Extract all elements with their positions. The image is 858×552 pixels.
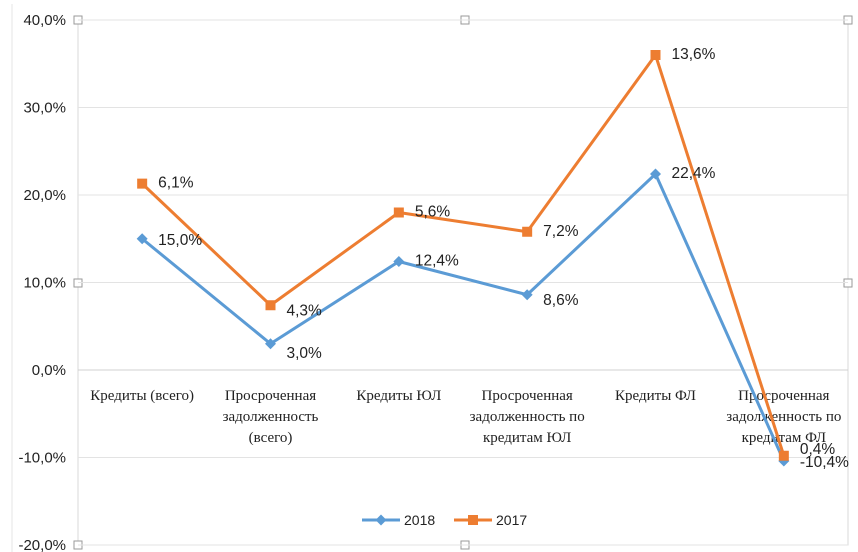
series-line-2018 xyxy=(141,172,786,462)
data-label-2018: 12,4% xyxy=(415,253,459,270)
marker-2017 xyxy=(522,226,533,237)
y-tick-label: 10,0% xyxy=(23,275,66,292)
series-line-2017 xyxy=(141,53,786,457)
y-tick-label: 30,0% xyxy=(23,100,66,117)
data-label-2018: 22,4% xyxy=(672,165,716,182)
data-label-2018: -10,4% xyxy=(800,454,849,471)
x-category-label-line: Кредиты ФЛ xyxy=(615,388,696,404)
legend: 2018 2017 xyxy=(362,512,527,528)
data-labels: 15,0% 3,0% 12,4% 8,6% 22,4% -10,4% 6,1% 4,3% 5,6… xyxy=(158,46,849,471)
marker-2018 xyxy=(650,168,661,180)
y-tick-label: -10,0% xyxy=(18,450,66,467)
x-category-label-line: задолженность по xyxy=(470,409,585,425)
marker-2018 xyxy=(521,289,533,301)
marker-2017 xyxy=(650,50,661,60)
data-label-2017: 0,4% xyxy=(800,441,836,458)
series-lines xyxy=(141,53,786,462)
data-label-2017: 7,2% xyxy=(543,223,579,240)
marker-2017 xyxy=(137,178,148,189)
y-tick-label: -20,0% xyxy=(18,537,66,552)
data-label-2017: 13,6% xyxy=(672,46,716,63)
x-category-label-line: задолженность по xyxy=(726,409,841,425)
marker-2017 xyxy=(778,450,789,461)
data-label-2017: 6,1% xyxy=(158,175,194,192)
marker-2018 xyxy=(265,338,276,350)
legend-marker-2018 xyxy=(375,514,387,526)
data-label-2017: 5,6% xyxy=(415,204,451,221)
x-category-label: Кредиты (всего) xyxy=(90,388,194,404)
y-tick-label: 0,0% xyxy=(32,362,66,379)
x-axis-category-labels: Кредиты (всего) Просроченная задолженность… xyxy=(90,388,841,446)
x-category-label-line: кредитам ФЛ xyxy=(742,430,826,446)
series-markers xyxy=(136,50,790,467)
data-label-2017: 4,3% xyxy=(287,302,323,319)
data-label-2018: 3,0% xyxy=(287,345,323,362)
y-tick-label: 20,0% xyxy=(23,187,66,204)
x-category-label: Кредиты ФЛ xyxy=(615,388,696,404)
x-category-label-line: Кредиты (всего) xyxy=(90,388,194,404)
data-label-2018: 15,0% xyxy=(158,232,202,249)
x-category-label: Кредиты ЮЛ xyxy=(356,388,441,404)
x-category-label-line: (всего) xyxy=(249,430,293,446)
marker-2018 xyxy=(393,256,405,267)
x-category-label-line: Кредиты ЮЛ xyxy=(356,388,441,404)
x-category-label: Просроченная задолженность по кредитам ЮЛ xyxy=(470,388,585,446)
y-axis-tick-labels: 40,0% 30,0% 20,0% 10,0% 0,0% -10,0% -20,0% xyxy=(18,12,66,552)
marker-2017 xyxy=(265,300,276,311)
legend-label-2018: 2018 xyxy=(404,512,435,528)
x-category-label-line: Просроченная xyxy=(482,388,573,404)
x-category-label-line: Просроченная xyxy=(738,388,829,404)
marker-2017 xyxy=(393,207,404,218)
x-category-label: Просроченная задолженность по кредитам ФЛ xyxy=(726,388,841,446)
x-category-label: Просроченная задолженность (всего) xyxy=(223,388,319,446)
x-category-label-line: Просроченная xyxy=(225,388,316,404)
marker-2018 xyxy=(136,233,148,245)
y-tick-label: 40,0% xyxy=(23,12,66,29)
data-label-2018: 8,6% xyxy=(543,292,579,309)
legend-marker-2017 xyxy=(468,515,478,525)
x-category-label-line: задолженность xyxy=(223,409,319,425)
legend-label-2017: 2017 xyxy=(496,512,527,528)
gridlines xyxy=(78,19,848,546)
x-category-label-line: кредитам ЮЛ xyxy=(483,430,571,446)
